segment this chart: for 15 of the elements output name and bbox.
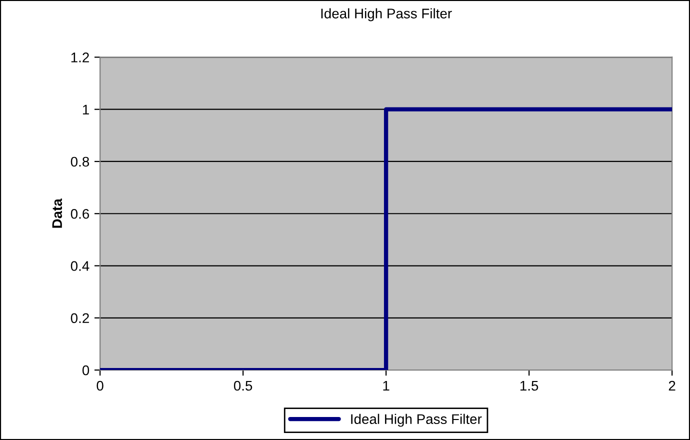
y-tick-label: 1 [82,104,89,114]
x-tick-label: 0.5 [234,380,252,391]
x-tick-label: 1 [383,380,390,391]
y-tick-label: 0 [82,365,90,376]
chart-title: Ideal High Pass Filter [321,8,452,22]
y-tick-label: 0.2 [70,313,89,324]
y-tick-label: 0.6 [70,208,90,219]
legend-label: Ideal High Pass Filter [351,414,482,427]
y-axis-title: Data [52,198,62,228]
x-tick-label: 1.5 [520,380,538,391]
y-tick-label: 0.4 [70,261,90,271]
y-tick-label: 1.2 [71,52,89,62]
y-tick-label: 0.8 [70,156,90,167]
x-tick-label: 2 [668,380,676,391]
x-tick-label: 0 [96,380,104,391]
